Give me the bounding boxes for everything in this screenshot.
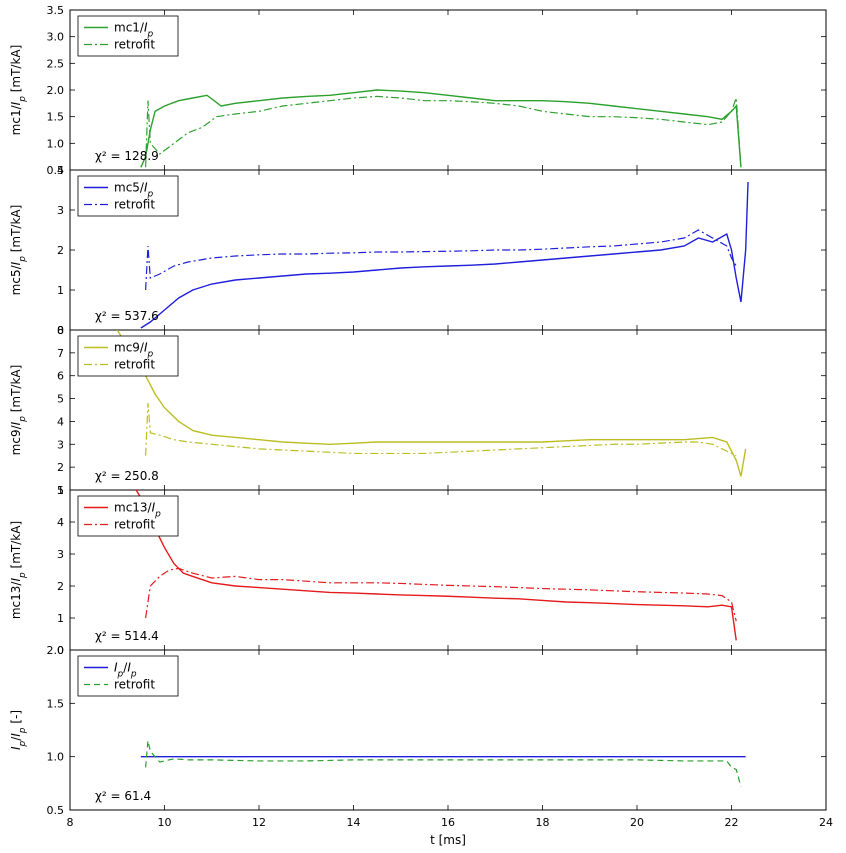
panel-mc13: 012345mc13/Ip [mT/kA]χ² = 514.4mc13/Ipre… xyxy=(9,484,826,657)
ytick-label: 2.0 xyxy=(47,644,65,657)
ytick-label: 5 xyxy=(57,393,64,406)
ytick-label: 3.0 xyxy=(47,31,65,44)
ytick-label: 6 xyxy=(57,370,64,383)
ytick-label: 2 xyxy=(57,580,64,593)
xtick-label: 20 xyxy=(630,816,644,829)
ytick-label: 1 xyxy=(57,284,64,297)
series-mc9-1 xyxy=(146,403,737,456)
ytick-label: 8 xyxy=(57,324,64,337)
ytick-label: 1 xyxy=(57,612,64,625)
xtick-label: 12 xyxy=(252,816,266,829)
panel-border xyxy=(70,650,826,810)
legend-text: retrofit xyxy=(114,198,155,212)
ytick-label: 7 xyxy=(57,347,64,360)
chi2-label-mc1: χ² = 128.9 xyxy=(95,149,159,163)
chi2-label-mc9: χ² = 250.8 xyxy=(95,469,159,483)
ytick-label: 2.5 xyxy=(47,57,65,70)
xtick-label: 22 xyxy=(725,816,739,829)
ytick-label: 4 xyxy=(57,415,64,428)
panel-border xyxy=(70,330,826,490)
ylabel-mc5: mc5/Ip [mT/kA] xyxy=(9,205,28,296)
xtick-label: 8 xyxy=(67,816,74,829)
ytick-label: 5 xyxy=(57,484,64,497)
panel-border xyxy=(70,170,826,330)
ytick-label: 3.5 xyxy=(47,4,65,17)
panel-mc9: 12345678mc9/Ip [mT/kA]χ² = 250.8mc9/Ipre… xyxy=(9,324,826,497)
ytick-label: 4 xyxy=(57,516,64,529)
ytick-label: 2 xyxy=(57,461,64,474)
ytick-label: 4 xyxy=(57,164,64,177)
series-mc9-0 xyxy=(117,330,745,476)
ytick-label: 3 xyxy=(57,548,64,561)
ytick-label: 1.5 xyxy=(47,697,65,710)
chart-svg: 0.5 1.0 1.5 2.0 2.5 3.0 3.5 mc1/Ip [mT/kA] χ² = … xyxy=(0,0,846,853)
series-mc1-1 xyxy=(146,96,741,167)
ytick-label: 3 xyxy=(57,204,64,217)
ytick-label: 1.0 xyxy=(47,137,65,150)
ylabel-mc1: mc1/Ip [mT/kA] xyxy=(9,45,28,136)
panel-mc5: 01234mc5/Ip [mT/kA]χ² = 537.6mc5/Ipretro… xyxy=(9,164,826,337)
xtick-label: 14 xyxy=(347,816,361,829)
ytick-label: 1.5 xyxy=(47,111,65,124)
xtick-label: 24 xyxy=(819,816,833,829)
legend-text: retrofit xyxy=(114,358,155,372)
xtick-label: 18 xyxy=(536,816,550,829)
ylabel-ip: Ip/Ip [-] xyxy=(9,710,28,750)
series-mc13-1 xyxy=(146,568,737,621)
ylabel-mc13: mc13/Ip [mT/kA] xyxy=(9,521,28,619)
xtick-label: 10 xyxy=(158,816,172,829)
series-mc13-0 xyxy=(136,490,736,640)
series-mc1-0 xyxy=(141,90,741,167)
ytick-label: 2.0 xyxy=(47,84,65,97)
xlabel: t [ms] xyxy=(430,833,466,847)
legend-text: retrofit xyxy=(114,678,155,692)
chi2-label-mc5: χ² = 537.6 xyxy=(95,309,159,323)
ytick-label: 0.5 xyxy=(47,804,65,817)
panel-mc1: 0.51.01.52.02.53.03.5mc1/Ip [mT/kA]χ² = … xyxy=(9,4,826,177)
panel-border xyxy=(70,10,826,170)
xtick-label: 16 xyxy=(441,816,455,829)
ytick-label: 1.0 xyxy=(47,751,65,764)
chi2-label-mc13: χ² = 514.4 xyxy=(95,629,159,643)
panel-ip: 0.5 1.0 1.5 2.0 8 10 12 14 16 18 20 22 24 Ip/Ip [-] χ²… xyxy=(9,644,833,829)
series-ip-1 xyxy=(146,741,741,787)
legend-text: retrofit xyxy=(114,38,155,52)
ytick-label: 2 xyxy=(57,244,64,257)
series-mc5-0 xyxy=(141,182,748,328)
legend-text: retrofit xyxy=(114,518,155,532)
chart-figure: 0.5 1.0 1.5 2.0 2.5 3.0 3.5 mc1/Ip [mT/kA] χ² = … xyxy=(0,0,846,853)
series-mc5-1 xyxy=(146,230,737,290)
ylabel-mc9: mc9/Ip [mT/kA] xyxy=(9,365,28,456)
ytick-label: 3 xyxy=(57,438,64,451)
chi2-label-ip: χ² = 61.4 xyxy=(95,789,151,803)
